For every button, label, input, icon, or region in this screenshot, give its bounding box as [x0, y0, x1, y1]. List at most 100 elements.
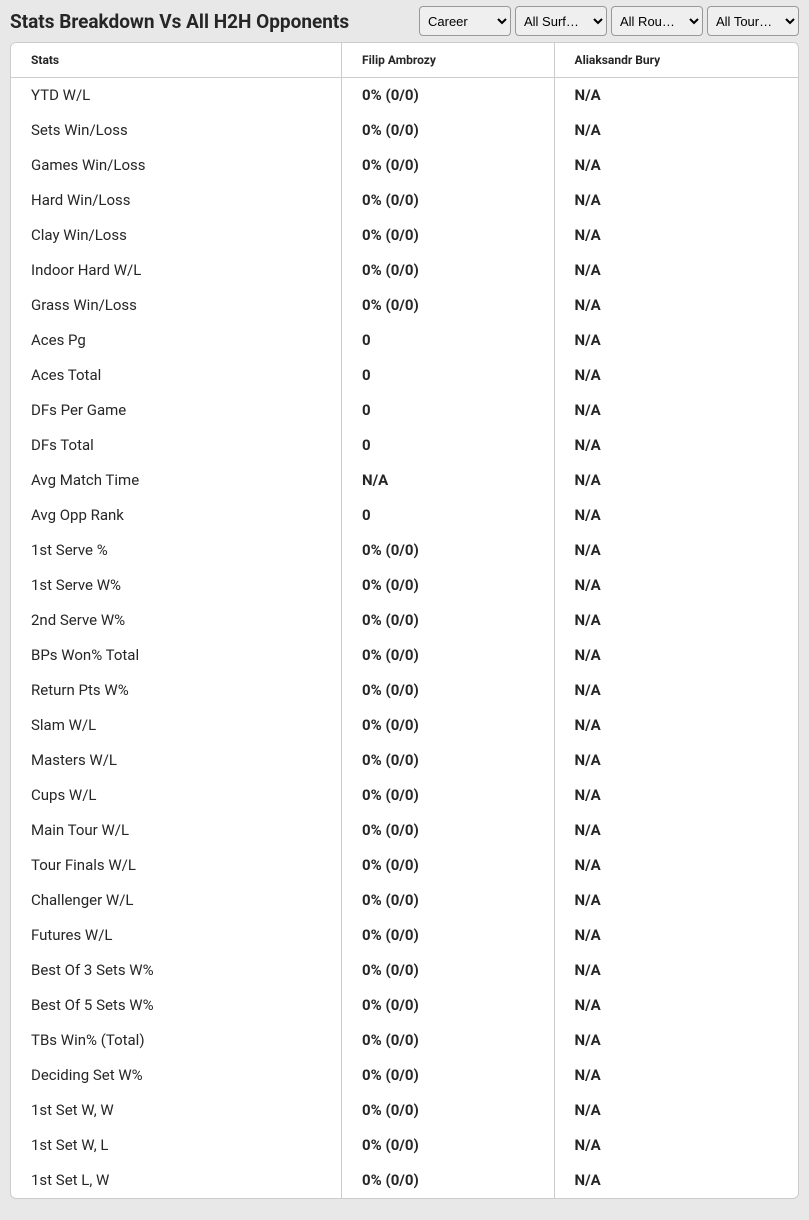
table-row: Indoor Hard W/L0% (0/0)N/A	[11, 253, 798, 288]
stat-value-player2: N/A	[554, 1058, 798, 1093]
table-row: YTD W/L0% (0/0)N/A	[11, 78, 798, 113]
table-row: Tour Finals W/L0% (0/0)N/A	[11, 848, 798, 883]
table-row: TBs Win% (Total)0% (0/0)N/A	[11, 1023, 798, 1058]
stat-value-player1: 0% (0/0)	[342, 288, 554, 323]
stat-value-player2: N/A	[554, 568, 798, 603]
stat-value-player2: N/A	[554, 323, 798, 358]
stat-label: Aces Total	[11, 358, 342, 393]
stat-value-player2: N/A	[554, 778, 798, 813]
stat-label: Tour Finals W/L	[11, 848, 342, 883]
stat-value-player1: 0	[342, 358, 554, 393]
tournament-select[interactable]: All Tour…	[707, 6, 799, 36]
stat-value-player1: N/A	[342, 463, 554, 498]
stat-value-player1: 0% (0/0)	[342, 603, 554, 638]
stat-value-player1: 0% (0/0)	[342, 253, 554, 288]
stat-label: Indoor Hard W/L	[11, 253, 342, 288]
table-row: Avg Match TimeN/AN/A	[11, 463, 798, 498]
stat-value-player2: N/A	[554, 918, 798, 953]
table-row: DFs Per Game0N/A	[11, 393, 798, 428]
stat-value-player1: 0% (0/0)	[342, 883, 554, 918]
stat-value-player1: 0% (0/0)	[342, 673, 554, 708]
surface-select[interactable]: All Surf…	[515, 6, 607, 36]
table-row: Best Of 5 Sets W%0% (0/0)N/A	[11, 988, 798, 1023]
table-row: Futures W/L0% (0/0)N/A	[11, 918, 798, 953]
table-row: Slam W/L0% (0/0)N/A	[11, 708, 798, 743]
stat-value-player1: 0% (0/0)	[342, 918, 554, 953]
stat-label: Aces Pg	[11, 323, 342, 358]
table-row: Masters W/L0% (0/0)N/A	[11, 743, 798, 778]
table-row: Main Tour W/L0% (0/0)N/A	[11, 813, 798, 848]
stat-value-player1: 0% (0/0)	[342, 638, 554, 673]
col-header-stats: Stats	[11, 43, 342, 78]
stat-label: 1st Serve %	[11, 533, 342, 568]
stat-value-player1: 0% (0/0)	[342, 1128, 554, 1163]
stat-value-player2: N/A	[554, 883, 798, 918]
stat-value-player2: N/A	[554, 393, 798, 428]
table-row: Aces Pg0N/A	[11, 323, 798, 358]
page-title: Stats Breakdown Vs All H2H Opponents	[10, 10, 349, 33]
stat-label: DFs Total	[11, 428, 342, 463]
stat-value-player1: 0% (0/0)	[342, 218, 554, 253]
stat-value-player2: N/A	[554, 498, 798, 533]
stat-value-player2: N/A	[554, 813, 798, 848]
stat-value-player1: 0% (0/0)	[342, 78, 554, 113]
stat-value-player1: 0	[342, 498, 554, 533]
stat-value-player2: N/A	[554, 988, 798, 1023]
round-select[interactable]: All Rou…	[611, 6, 703, 36]
stat-label: Masters W/L	[11, 743, 342, 778]
stat-value-player1: 0% (0/0)	[342, 1023, 554, 1058]
table-row: 1st Serve %0% (0/0)N/A	[11, 533, 798, 568]
filter-group: Career All Surf… All Rou… All Tour…	[419, 6, 799, 36]
stat-value-player2: N/A	[554, 78, 798, 113]
stat-value-player1: 0% (0/0)	[342, 813, 554, 848]
stat-label: 1st Serve W%	[11, 568, 342, 603]
stat-value-player1: 0% (0/0)	[342, 743, 554, 778]
stat-value-player2: N/A	[554, 1093, 798, 1128]
stat-label: Avg Opp Rank	[11, 498, 342, 533]
stat-value-player2: N/A	[554, 533, 798, 568]
stat-label: DFs Per Game	[11, 393, 342, 428]
stat-value-player1: 0% (0/0)	[342, 183, 554, 218]
table-row: Return Pts W%0% (0/0)N/A	[11, 673, 798, 708]
stat-label: Return Pts W%	[11, 673, 342, 708]
stat-value-player1: 0% (0/0)	[342, 113, 554, 148]
stat-label: 1st Set W, W	[11, 1093, 342, 1128]
table-row: 1st Serve W%0% (0/0)N/A	[11, 568, 798, 603]
stat-label: Challenger W/L	[11, 883, 342, 918]
stat-value-player2: N/A	[554, 708, 798, 743]
stat-label: YTD W/L	[11, 78, 342, 113]
stats-tbody: YTD W/L0% (0/0)N/ASets Win/Loss0% (0/0)N…	[11, 78, 798, 1198]
stat-value-player2: N/A	[554, 288, 798, 323]
stat-label: 1st Set W, L	[11, 1128, 342, 1163]
period-select[interactable]: Career	[419, 6, 511, 36]
stat-value-player1: 0% (0/0)	[342, 953, 554, 988]
stat-value-player1: 0% (0/0)	[342, 848, 554, 883]
stat-value-player1: 0% (0/0)	[342, 568, 554, 603]
table-row: Sets Win/Loss0% (0/0)N/A	[11, 113, 798, 148]
stat-value-player2: N/A	[554, 638, 798, 673]
stat-label: Sets Win/Loss	[11, 113, 342, 148]
stat-label: Main Tour W/L	[11, 813, 342, 848]
col-header-player2: Aliaksandr Bury	[554, 43, 798, 78]
stat-value-player2: N/A	[554, 743, 798, 778]
table-row: 1st Set W, L0% (0/0)N/A	[11, 1128, 798, 1163]
stat-value-player2: N/A	[554, 463, 798, 498]
stat-value-player2: N/A	[554, 358, 798, 393]
table-row: 1st Set W, W0% (0/0)N/A	[11, 1093, 798, 1128]
stat-value-player2: N/A	[554, 218, 798, 253]
table-row: Aces Total0N/A	[11, 358, 798, 393]
stat-value-player2: N/A	[554, 603, 798, 638]
table-row: Challenger W/L0% (0/0)N/A	[11, 883, 798, 918]
table-row: Hard Win/Loss0% (0/0)N/A	[11, 183, 798, 218]
header-bar: Stats Breakdown Vs All H2H Opponents Car…	[0, 0, 809, 42]
stat-label: Deciding Set W%	[11, 1058, 342, 1093]
stat-label: Hard Win/Loss	[11, 183, 342, 218]
table-row: Deciding Set W%0% (0/0)N/A	[11, 1058, 798, 1093]
stat-label: TBs Win% (Total)	[11, 1023, 342, 1058]
stat-value-player2: N/A	[554, 253, 798, 288]
stat-label: Futures W/L	[11, 918, 342, 953]
stat-value-player1: 0% (0/0)	[342, 988, 554, 1023]
stat-value-player2: N/A	[554, 1128, 798, 1163]
table-header-row: Stats Filip Ambrozy Aliaksandr Bury	[11, 43, 798, 78]
stat-label: Games Win/Loss	[11, 148, 342, 183]
